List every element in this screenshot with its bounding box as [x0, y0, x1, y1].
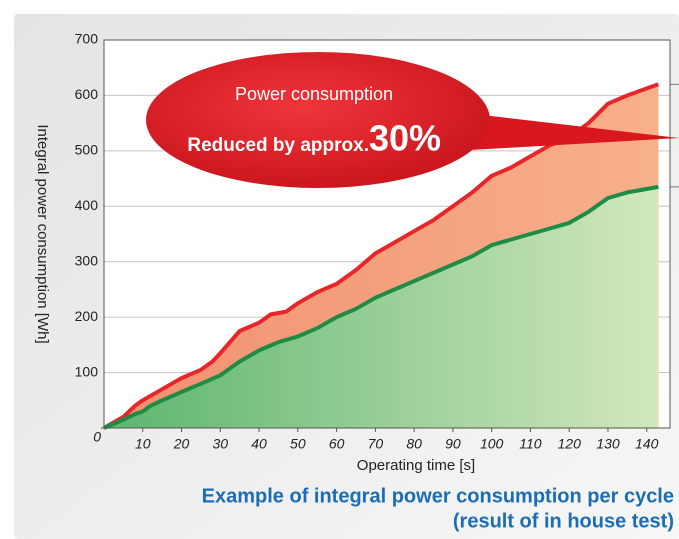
- x-tick-label: 60: [329, 436, 345, 452]
- x-tick-label: 40: [251, 436, 267, 452]
- callout-line2: Reduced by approx.: [187, 135, 369, 156]
- callout-emphasis: 30%: [369, 118, 441, 159]
- line: [103, 82, 660, 430]
- x-tick-label: 70: [368, 436, 384, 452]
- callout-line1: Power consumption: [235, 84, 393, 104]
- callout-tail: [440, 110, 679, 150]
- x-tick-label: 110: [519, 436, 542, 452]
- x-tick-label: 90: [445, 436, 461, 452]
- caption-title: Example of integral power consumption pe…: [202, 485, 674, 507]
- plot-border: [103, 39, 671, 429]
- x-tick-label: 10: [135, 436, 151, 452]
- y-tick-label: 300: [75, 252, 99, 268]
- y-tick-label: 0: [93, 429, 101, 445]
- x-tick-label: 120: [558, 436, 582, 452]
- callout: Power consumption Reduced by approx. 30%: [146, 52, 679, 188]
- y-axis-label: Integral power consumption [Wh]: [34, 124, 51, 343]
- x-tick-label: 50: [290, 436, 306, 452]
- x-tick-label: 30: [213, 436, 229, 452]
- x-tick-label: 140: [635, 436, 659, 452]
- x-tick-label: 130: [596, 436, 620, 452]
- area: [104, 186, 659, 428]
- y-tick-label: 700: [75, 31, 99, 47]
- caption-subtitle: (result of in house test): [453, 510, 674, 532]
- y-tick-label: 600: [75, 86, 99, 102]
- y-tick-label: 100: [75, 363, 99, 379]
- callout-bubble: [146, 52, 490, 188]
- y-tick-label: 200: [75, 308, 99, 324]
- x-tick-label: 100: [480, 436, 504, 452]
- y-tick-label: 400: [75, 197, 99, 213]
- x-tick-label: 20: [173, 436, 190, 452]
- line: [103, 184, 659, 430]
- x-tick-label: 80: [406, 436, 422, 452]
- x-axis-label: Operating time [s]: [357, 457, 475, 474]
- y-tick-label: 500: [75, 142, 99, 158]
